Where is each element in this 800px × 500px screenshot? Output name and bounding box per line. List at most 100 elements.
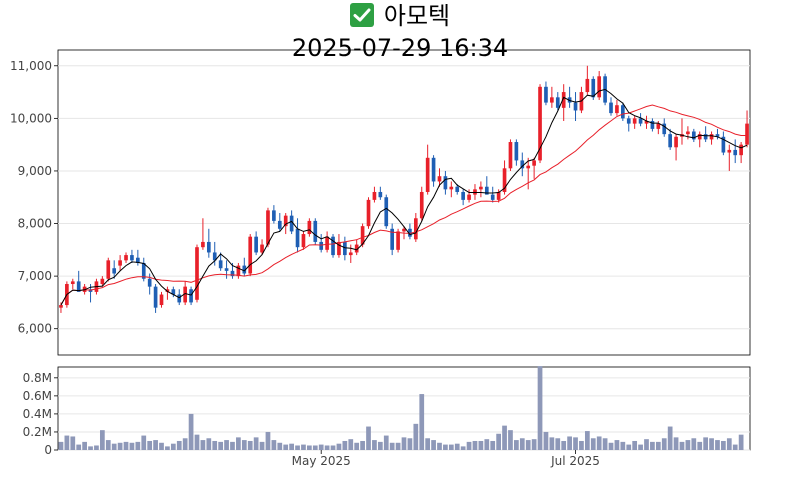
candle-body	[656, 123, 661, 129]
price-tick-label: 6,000	[18, 322, 52, 336]
candle-body	[195, 247, 199, 300]
volume-bar	[555, 438, 561, 450]
check-mark-icon	[349, 3, 374, 27]
candle-body	[325, 236, 329, 250]
volume-bar	[94, 445, 99, 450]
candle-body	[697, 134, 702, 140]
candle-body	[526, 165, 531, 169]
volume-bar	[342, 440, 348, 450]
volume-bar	[626, 444, 632, 450]
candle-body	[153, 286, 158, 308]
candle-body	[366, 199, 371, 227]
volume-bar	[70, 436, 76, 450]
candle-body	[555, 97, 560, 108]
candle-body	[520, 160, 525, 169]
candle-body	[733, 149, 738, 156]
volume-bar	[88, 446, 93, 450]
volume-bar	[129, 442, 135, 450]
volume-bar	[514, 440, 519, 450]
candle-body	[165, 289, 170, 292]
volume-bar	[188, 413, 194, 450]
candle-body	[100, 278, 105, 285]
price-tick-label: 7,000	[18, 269, 52, 283]
x-tick-label: Jul 2025	[550, 454, 600, 468]
volume-bar	[407, 438, 413, 450]
candle-body	[390, 228, 395, 250]
volume-bar	[697, 441, 703, 450]
candle-body	[136, 257, 140, 263]
ma-short-line	[60, 88, 748, 306]
x-axis: May 2025 Jul 2025	[292, 450, 600, 468]
volume-bar	[283, 444, 289, 450]
volume-bar	[64, 435, 70, 450]
volume-bar	[182, 438, 188, 450]
volume-bar	[419, 394, 425, 450]
volume-bar	[673, 437, 679, 450]
candle-body	[449, 186, 454, 190]
volume-bar	[567, 436, 572, 450]
candle-body	[745, 123, 749, 145]
volume-bar	[484, 439, 490, 450]
candle-body	[254, 236, 258, 253]
candle-body	[597, 76, 602, 98]
volume-bar	[620, 441, 626, 450]
volume-bar	[236, 437, 241, 450]
price-panel: 6,000 7,000 8,000 9,000 10,000 11,000	[10, 49, 751, 356]
candle-body	[691, 131, 696, 140]
candle-body	[283, 215, 288, 227]
volume-bar	[253, 437, 259, 450]
candle-body	[674, 136, 678, 148]
volume-bar	[295, 445, 300, 450]
price-tick-label: 8,000	[18, 217, 52, 231]
candle-body	[425, 157, 430, 192]
volume-bar	[531, 439, 537, 450]
volume-bar	[685, 440, 691, 450]
volume-bar	[472, 440, 478, 450]
candle-body	[189, 289, 193, 303]
candle-body	[573, 102, 578, 111]
candle-body	[437, 176, 442, 182]
candle-body	[662, 123, 667, 135]
candle-body	[467, 194, 471, 200]
candle-body	[59, 305, 63, 308]
price-tick-label: 11,000	[10, 59, 52, 73]
volume-bar	[519, 438, 525, 450]
candle-body	[591, 78, 596, 98]
candle-body	[183, 286, 187, 303]
volume-bar	[715, 440, 720, 450]
x-tick-label: May 2025	[292, 454, 351, 468]
candle-body	[561, 92, 566, 108]
volume-bar	[99, 430, 105, 450]
volume-bar	[584, 431, 590, 450]
candle-body	[550, 97, 554, 103]
candle-body	[230, 270, 235, 277]
volume-bar	[307, 445, 312, 450]
candle-body	[147, 278, 152, 287]
volume-bars	[58, 366, 744, 450]
candle-body	[621, 105, 625, 119]
candle-body	[384, 197, 389, 227]
volume-bar	[454, 443, 460, 450]
volume-bar	[105, 440, 111, 450]
candle-body	[343, 241, 347, 256]
volume-bar	[638, 444, 643, 450]
price-tick-label: 9,000	[18, 164, 52, 178]
candle-body	[638, 118, 643, 124]
candle-body	[739, 144, 743, 156]
volume-bar	[561, 440, 567, 450]
volume-bar	[354, 442, 360, 450]
candle-body	[585, 78, 590, 93]
candle-body	[455, 186, 460, 192]
volume-bar	[608, 442, 614, 450]
volume-bar	[330, 445, 336, 450]
volume-y-axis: 0 0.2M 0.4M 0.6M 0.8M	[23, 371, 58, 457]
candle-body	[248, 236, 253, 274]
volume-bar	[58, 441, 64, 450]
volume-bar	[650, 441, 655, 450]
candle-body	[224, 268, 229, 271]
candle-body	[484, 186, 489, 195]
volume-bar	[318, 444, 324, 450]
volume-bar	[247, 440, 253, 450]
candle-body	[609, 102, 613, 114]
